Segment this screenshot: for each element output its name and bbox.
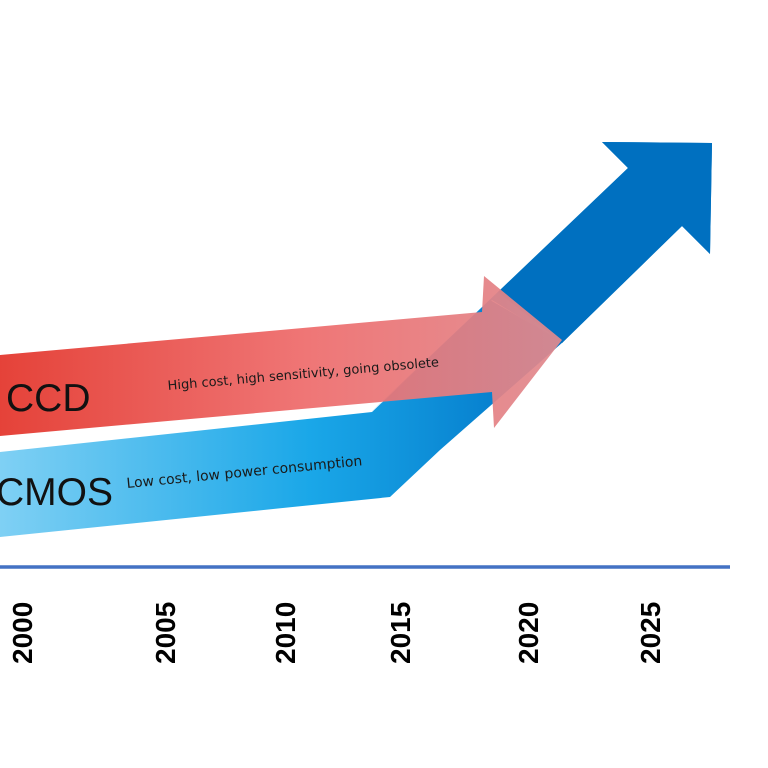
year-label-2025: 2025	[635, 602, 666, 664]
ccd-label: CCD	[6, 377, 91, 420]
cmos-label: CMOS	[0, 471, 113, 514]
cmos-arrow	[0, 142, 712, 537]
year-label-2020: 2020	[513, 602, 544, 664]
year-label-2010: 2010	[270, 602, 301, 664]
ccd-arrow-shape	[0, 276, 562, 436]
cmos-arrow-body	[0, 300, 563, 537]
year-label-2000: 2000	[7, 602, 38, 664]
cmos-arrowhead	[498, 142, 712, 343]
year-labels: 2000 2005 2010 2015 2020 2025	[7, 602, 666, 664]
year-label-2015: 2015	[385, 602, 416, 664]
ccd-arrow	[0, 276, 562, 436]
year-label-2005: 2005	[150, 602, 181, 664]
